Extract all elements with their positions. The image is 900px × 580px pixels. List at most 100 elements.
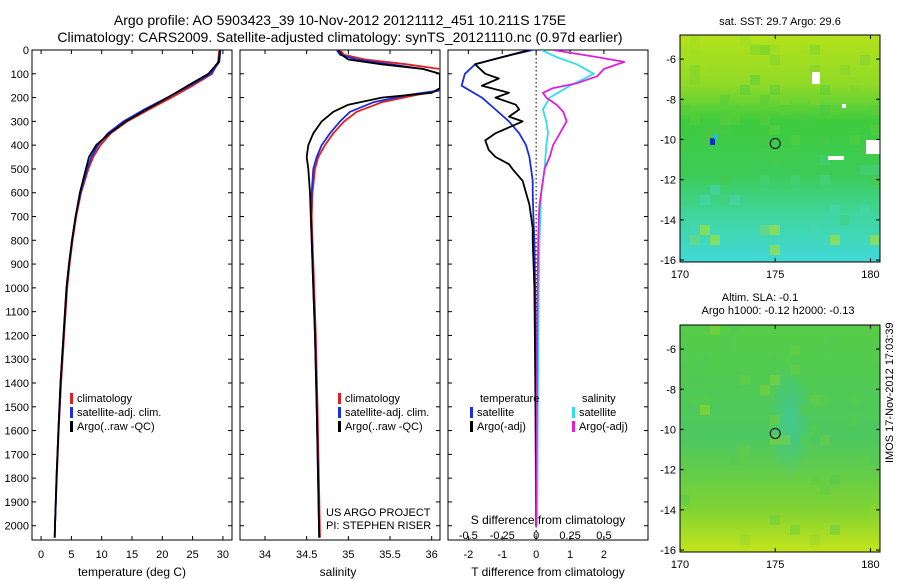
sla-cells [680, 325, 880, 545]
sst-cell [820, 85, 830, 95]
legend-swatch [70, 421, 73, 432]
lat-tick-label: -8 [666, 94, 676, 106]
sst-frame [679, 34, 881, 263]
sla-cell [710, 325, 720, 335]
sla-axis-ticks: -6 -8 -10 -12 -14 -16 170 175 180 [660, 325, 880, 571]
sst-cell [770, 225, 780, 235]
x-tick-label: 1 [567, 549, 573, 561]
sst-cell [730, 195, 740, 205]
sst-cell [780, 95, 790, 105]
depth-tick-label: 1200 [5, 330, 29, 342]
x-tick-label: 35.5 [379, 549, 400, 561]
sst-map: -6 -8 -10 -12 -14 -16 170 175 180 sat. SST: 29.7… [660, 16, 881, 281]
sla-cell [680, 455, 690, 465]
sst-cell [850, 85, 860, 95]
depth-tick-label: 1600 [5, 426, 29, 438]
sla-cell [770, 435, 780, 445]
sla-cell [830, 475, 840, 485]
sla-cell [790, 345, 800, 355]
depth-tick-label: 1400 [5, 378, 29, 390]
sst-cell [720, 95, 730, 105]
lat-tick-label: -10 [660, 424, 676, 436]
sla-cell [790, 365, 800, 375]
x-tick-label: 35 [342, 549, 354, 561]
temperature-legend: climatology satellite-adj. clim. Argo(..ra… [70, 393, 161, 433]
series-line [53, 50, 221, 538]
sst-cell [690, 35, 700, 45]
salinity-difference-ticks: -0.5 -0.25 0 0.25 0.5 [459, 530, 612, 542]
lon-tick-label: 175 [766, 269, 784, 281]
lat-tick-label: -12 [660, 465, 676, 477]
legend-swatch [70, 393, 73, 404]
pi-note: PI: STEPHEN RISER [326, 520, 431, 532]
sla-cell [740, 445, 750, 455]
sst-cell [690, 225, 700, 235]
legend-swatch [572, 407, 575, 418]
lat-tick-label: -6 [666, 344, 676, 356]
sst-cell [870, 175, 880, 185]
sst-cell [830, 205, 840, 215]
sla-cell [720, 335, 730, 345]
depth-tick-label: 500 [11, 164, 29, 176]
sla-cell [680, 495, 690, 505]
x-tick-label: 34.5 [296, 549, 317, 561]
sla-cell [700, 405, 710, 415]
series-line [535, 50, 626, 526]
sst-cell [680, 195, 690, 205]
salinity-xlabel: salinity [320, 565, 357, 579]
lon-tick-label: 170 [671, 269, 689, 281]
sst-cell [860, 55, 870, 65]
sst-cell [870, 165, 880, 175]
salinity-depth-ticks [240, 49, 440, 527]
sst-cell [850, 135, 860, 145]
depth-tick-label: 800 [11, 235, 29, 247]
sla-cell [700, 355, 710, 365]
sst-cell [770, 155, 780, 165]
legend-swatch [338, 407, 341, 418]
lon-tick-label: 175 [766, 559, 784, 571]
depth-tick-label: 0 [23, 45, 29, 57]
sla-cell [770, 415, 780, 425]
sst-cell [820, 175, 830, 185]
legend-swatch [338, 421, 341, 432]
sla-cell [770, 515, 780, 525]
cold-cell [710, 138, 715, 145]
sla-cell [690, 385, 700, 395]
s-difference-tick-label: 0.5 [596, 530, 611, 542]
sst-cell [820, 155, 830, 165]
salinity-panel: 34 34.5 35 35.5 36 salinity climatology satel… [239, 49, 441, 579]
sla-cell [770, 415, 780, 425]
s-difference-tick-label: -0.25 [490, 530, 515, 542]
imos-stamp: IMOS 17-Nov-2012 17:03:39 [884, 322, 896, 463]
x-tick-label: 5 [68, 549, 74, 561]
sst-cell [720, 115, 730, 125]
sst-axis-ticks: -6 -8 -10 -12 -14 -16 170 175 180 [660, 35, 880, 281]
depth-tick-label: 600 [11, 188, 29, 200]
sla-cell [700, 405, 710, 415]
depth-tick-label: 400 [11, 140, 29, 152]
sst-cell [730, 115, 740, 125]
sst-cell [750, 45, 760, 55]
sst-cell [840, 215, 850, 225]
cold-cell [714, 134, 718, 139]
depth-tick-label: 1000 [5, 283, 29, 295]
sst-cell [690, 115, 700, 125]
sla-cell [810, 475, 820, 485]
sla-cell [850, 395, 860, 405]
sst-cell [860, 145, 870, 155]
lat-tick-label: -14 [660, 215, 676, 227]
legend-label: satellite-adj. clim. [77, 407, 161, 419]
sst-cell [770, 55, 780, 65]
missing-data-cell [812, 72, 820, 84]
lat-tick-label: -6 [666, 54, 676, 66]
depth-tick-label: 200 [11, 93, 29, 105]
sla-cell [860, 455, 870, 465]
x-tick-label: 30 [217, 549, 229, 561]
sst-cell [710, 185, 720, 195]
sla-cell [810, 395, 820, 405]
depth-axis-ticks: 0 100 200 300 400 500 600 700 800 900 1000 1100 1200… [5, 45, 232, 533]
sla-cell [730, 325, 740, 335]
salinity-lines [305, 50, 440, 538]
x-tick-label: 10 [96, 549, 108, 561]
sla-subtitle: Argo h1000: -0.12 h2000: -0.13 [702, 305, 855, 317]
